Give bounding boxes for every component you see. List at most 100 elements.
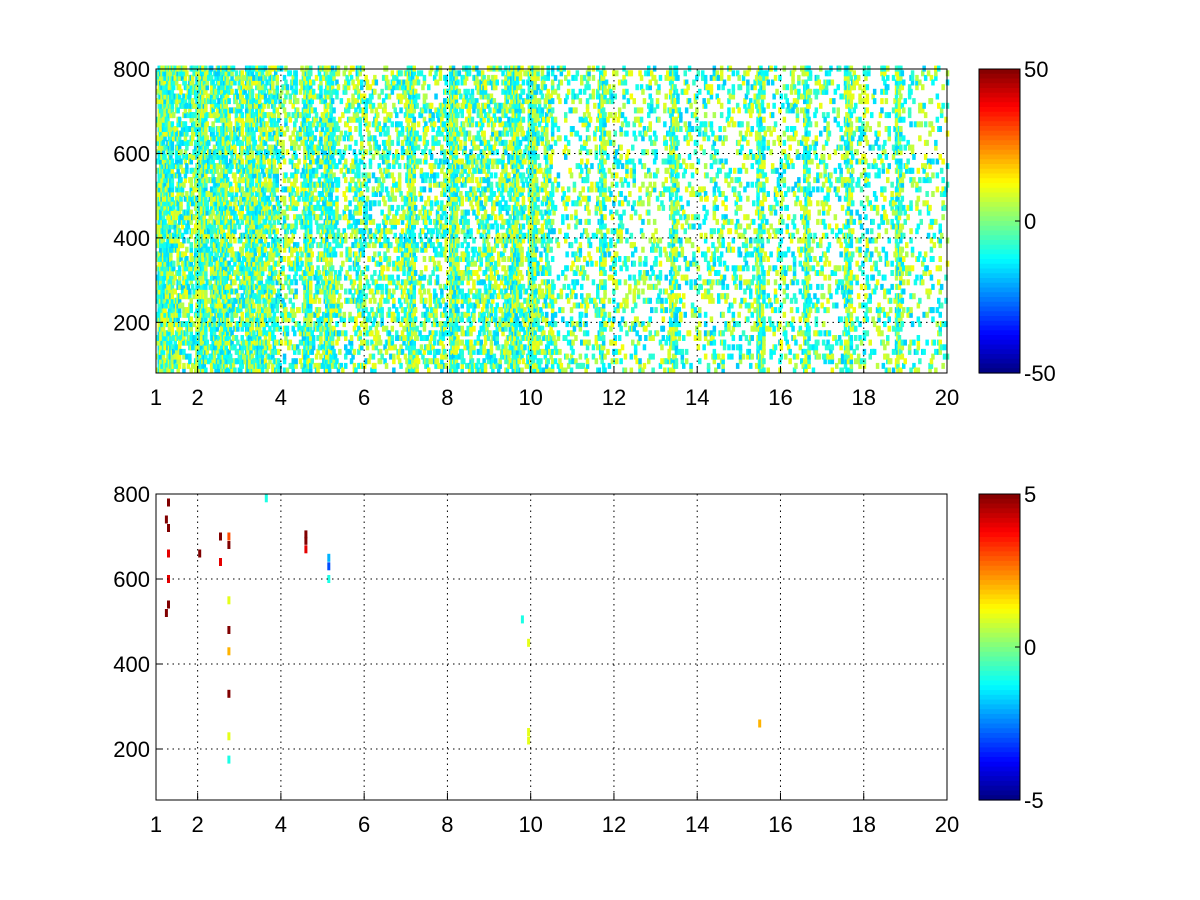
heatmap-cell (249, 348, 253, 355)
heatmap-cell (199, 344, 204, 351)
heatmap-cell (265, 167, 269, 174)
heatmap-cell (293, 348, 297, 355)
heatmap-cell (352, 218, 357, 225)
heatmap-cell (360, 321, 364, 328)
heatmap-cell (263, 283, 268, 290)
heatmap-cell (354, 316, 358, 323)
heatmap-cell (224, 107, 228, 114)
heatmap-cell (332, 246, 336, 253)
heatmap-cell (180, 223, 185, 230)
heatmap-cell (327, 79, 332, 86)
heatmap-cell (310, 348, 314, 355)
heatmap-cell (215, 265, 220, 272)
heatmap-cell (255, 270, 259, 276)
heatmap-cell (309, 172, 313, 179)
heatmap-cell (262, 339, 266, 346)
heatmap-cell (268, 297, 272, 304)
heatmap-cell (176, 121, 180, 128)
heatmap-cell (236, 339, 240, 346)
heatmap-cell (309, 84, 313, 91)
heatmap-cell (237, 251, 242, 258)
heatmap-cell (332, 149, 336, 156)
heatmap-cell (242, 191, 246, 197)
heatmap-cell (212, 274, 217, 281)
heatmap-cell (278, 98, 282, 105)
heatmap-cell (191, 126, 195, 132)
heatmap-cell (220, 204, 224, 211)
heatmap-cell (351, 242, 355, 249)
heatmap-cell (186, 204, 191, 211)
heatmap-cell (189, 246, 193, 253)
heatmap-cell (354, 237, 358, 244)
heatmap-cell (211, 79, 215, 86)
heatmap-cell (325, 186, 329, 193)
heatmap-cell (207, 307, 211, 314)
heatmap-cell (360, 93, 364, 100)
heatmap-cell (250, 149, 255, 156)
heatmap-cell (352, 186, 357, 193)
heatmap-cell (317, 297, 322, 304)
heatmap-cell (320, 362, 325, 369)
heatmap-cell (357, 348, 361, 355)
heatmap-cell (188, 358, 192, 365)
heatmap-cell (288, 297, 293, 304)
heatmap-cell (335, 186, 339, 193)
heatmap-cell (341, 112, 345, 119)
heatmap-cell (311, 237, 316, 244)
heatmap-cell (246, 167, 250, 174)
heatmap-cell (209, 362, 214, 369)
heatmap-cell (258, 228, 262, 235)
heatmap-cell (309, 367, 313, 374)
heatmap-cell (272, 163, 277, 170)
heatmap-cell (268, 79, 272, 86)
heatmap-cell (278, 214, 282, 221)
heatmap-cell (263, 74, 268, 81)
heatmap-cell (255, 260, 259, 267)
heatmap-cell (217, 112, 221, 119)
heatmap-cell (288, 135, 293, 142)
heatmap-cell (185, 163, 189, 170)
heatmap-cell (172, 335, 176, 341)
heatmap-cell (303, 186, 307, 193)
heatmap-cell (320, 279, 325, 286)
heatmap-cell (326, 307, 330, 314)
heatmap-cell (358, 283, 362, 290)
heatmap-cell (157, 112, 161, 119)
heatmap-cell (291, 102, 295, 109)
heatmap-cell (268, 270, 272, 276)
heatmap-cell (317, 70, 322, 77)
heatmap-cell (256, 307, 260, 314)
heatmap-cell (338, 214, 342, 221)
heatmap-cell (255, 153, 259, 160)
heatmap-cell (293, 242, 297, 249)
heatmap-cell (250, 325, 255, 332)
heatmap-cell (170, 353, 175, 360)
heatmap-cell (209, 195, 214, 202)
heatmap-cell (269, 293, 274, 300)
heatmap-cell (180, 302, 185, 309)
heatmap-cell (211, 130, 215, 137)
heatmap-cell (319, 242, 323, 249)
heatmap-cell (344, 335, 348, 341)
heatmap-cell (189, 195, 193, 202)
heatmap-cell (319, 135, 323, 142)
heatmap-cell (326, 130, 330, 137)
heatmap-cell (212, 135, 217, 142)
heatmap-cell (177, 339, 182, 346)
heatmap-cell (170, 88, 175, 95)
heatmap-cell (179, 204, 183, 211)
heatmap-cell (344, 84, 348, 91)
heatmap-cell (214, 181, 218, 188)
heatmap-cell (361, 311, 365, 318)
heatmap-cell (276, 200, 281, 207)
heatmap-cell (198, 126, 202, 132)
heatmap-cell (204, 126, 208, 132)
heatmap-cell (180, 288, 185, 295)
heatmap-cell (182, 335, 186, 341)
heatmap-cell (282, 209, 287, 216)
heatmap-cell (170, 126, 175, 132)
heatmap-cell (170, 330, 175, 337)
heatmap-cell (189, 84, 193, 91)
heatmap-cell (316, 316, 320, 323)
